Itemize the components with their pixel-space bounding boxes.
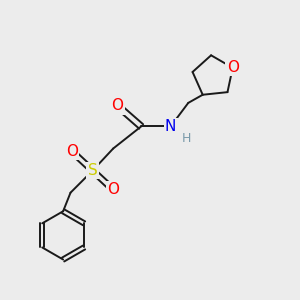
Text: O: O <box>112 98 124 113</box>
Text: O: O <box>66 144 78 159</box>
Text: H: H <box>182 132 191 145</box>
Text: O: O <box>107 182 119 197</box>
Text: N: N <box>165 119 176 134</box>
Text: O: O <box>227 60 239 75</box>
Text: S: S <box>88 163 98 178</box>
